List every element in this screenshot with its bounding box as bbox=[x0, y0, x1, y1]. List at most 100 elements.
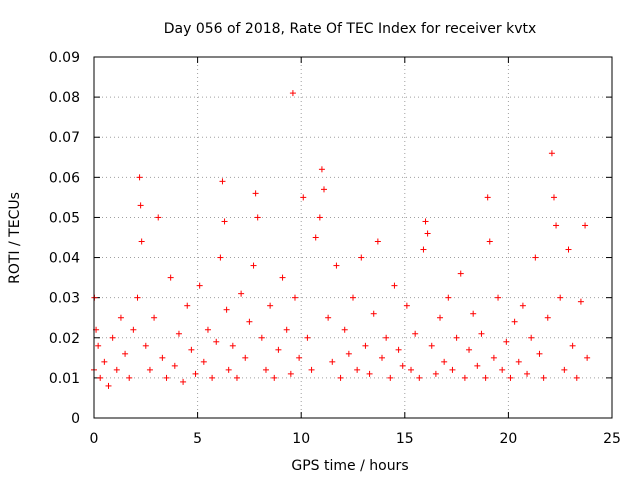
data-point bbox=[408, 366, 415, 373]
data-point bbox=[180, 378, 187, 385]
y-tick-label: 0.06 bbox=[49, 170, 80, 186]
data-point bbox=[470, 310, 477, 317]
data-point bbox=[242, 354, 249, 361]
data-point bbox=[482, 374, 489, 381]
data-point bbox=[175, 330, 182, 337]
data-point bbox=[283, 326, 290, 333]
x-tick-label: 10 bbox=[292, 431, 310, 447]
data-point bbox=[258, 334, 265, 341]
data-point bbox=[499, 366, 506, 373]
chart-title: Day 056 of 2018, Rate Of TEC Index for r… bbox=[164, 21, 537, 37]
data-point bbox=[151, 314, 158, 321]
data-point bbox=[308, 366, 315, 373]
data-point bbox=[213, 338, 220, 345]
data-point bbox=[289, 90, 296, 97]
data-point bbox=[318, 166, 325, 173]
data-point bbox=[97, 374, 104, 381]
data-point bbox=[312, 234, 319, 241]
data-point bbox=[553, 222, 560, 229]
data-point bbox=[424, 230, 431, 237]
data-point bbox=[155, 214, 162, 221]
data-point bbox=[374, 238, 381, 245]
data-point bbox=[267, 302, 274, 309]
data-point bbox=[188, 346, 195, 353]
y-tick-label: 0.09 bbox=[49, 50, 80, 66]
data-point bbox=[437, 314, 444, 321]
data-point bbox=[134, 294, 141, 301]
data-point bbox=[544, 314, 551, 321]
data-point bbox=[252, 190, 259, 197]
data-point bbox=[223, 306, 230, 313]
data-point bbox=[345, 350, 352, 357]
data-point bbox=[159, 354, 166, 361]
data-point bbox=[136, 174, 143, 181]
data-point bbox=[484, 194, 491, 201]
data-point bbox=[291, 294, 298, 301]
data-point bbox=[130, 326, 137, 333]
data-point bbox=[225, 366, 232, 373]
data-point bbox=[519, 302, 526, 309]
data-point bbox=[507, 374, 514, 381]
data-point bbox=[341, 326, 348, 333]
data-point bbox=[441, 358, 448, 365]
data-point bbox=[422, 218, 429, 225]
data-point bbox=[287, 370, 294, 377]
data-point bbox=[584, 354, 591, 361]
data-point bbox=[540, 374, 547, 381]
y-tick-label: 0.08 bbox=[49, 90, 80, 106]
data-point bbox=[569, 342, 576, 349]
x-tick-label: 5 bbox=[193, 431, 202, 447]
data-point bbox=[577, 298, 584, 305]
data-point bbox=[503, 338, 510, 345]
data-point bbox=[246, 318, 253, 325]
data-point bbox=[366, 370, 373, 377]
y-tick-label: 0.05 bbox=[49, 210, 80, 226]
data-point bbox=[320, 186, 327, 193]
x-tick-label: 25 bbox=[603, 431, 621, 447]
data-point bbox=[453, 334, 460, 341]
data-point bbox=[122, 350, 129, 357]
data-point bbox=[304, 334, 311, 341]
data-point bbox=[362, 342, 369, 349]
data-point bbox=[333, 262, 340, 269]
data-point bbox=[358, 254, 365, 261]
data-point bbox=[445, 294, 452, 301]
y-tick-label: 0.04 bbox=[49, 251, 80, 267]
data-point bbox=[395, 346, 402, 353]
data-point bbox=[262, 366, 269, 373]
data-point bbox=[383, 334, 390, 341]
data-point bbox=[163, 374, 170, 381]
data-point bbox=[204, 326, 211, 333]
data-point bbox=[416, 374, 423, 381]
x-axis-label: GPS time / hours bbox=[291, 458, 408, 474]
data-point bbox=[221, 218, 228, 225]
tick-layer: 0 5 10 15 20 25 0 0.01 0.02 0.03 0.04 0.05 0.06 0.07 0… bbox=[49, 50, 621, 447]
data-point bbox=[387, 374, 394, 381]
data-point bbox=[229, 342, 236, 349]
data-point bbox=[548, 150, 555, 157]
data-point bbox=[370, 310, 377, 317]
data-point bbox=[219, 178, 226, 185]
data-point bbox=[412, 330, 419, 337]
data-point bbox=[184, 302, 191, 309]
x-tick-label: 20 bbox=[499, 431, 517, 447]
data-point bbox=[105, 382, 112, 389]
y-axis-label: ROTI / TECUs bbox=[7, 192, 23, 284]
data-point bbox=[457, 270, 464, 277]
data-point bbox=[101, 358, 108, 365]
data-point bbox=[275, 346, 282, 353]
data-point bbox=[167, 274, 174, 281]
data-point bbox=[350, 294, 356, 301]
data-point bbox=[565, 246, 572, 253]
data-point bbox=[511, 318, 518, 325]
data-point bbox=[379, 354, 386, 361]
data-point bbox=[524, 370, 531, 377]
y-tick-label: 0.01 bbox=[49, 371, 80, 387]
data-point bbox=[466, 346, 473, 353]
data-point bbox=[403, 302, 410, 309]
data-point bbox=[137, 202, 144, 209]
data-point bbox=[495, 294, 502, 301]
data-point bbox=[420, 246, 427, 253]
data-point bbox=[582, 222, 589, 229]
